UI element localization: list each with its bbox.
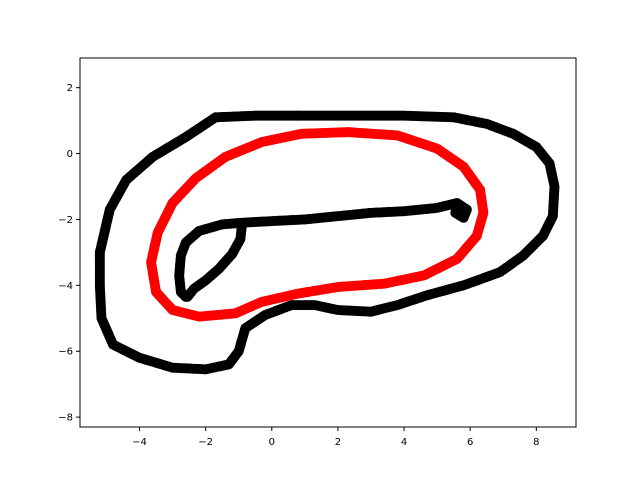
series-3 (146, 127, 489, 322)
x-tick-label: −4 (132, 437, 147, 448)
x-tick-label: 8 (533, 437, 539, 448)
x-tick-label: 4 (401, 437, 407, 448)
series-0 (94, 110, 560, 375)
y-tick-label: −6 (58, 347, 73, 358)
data-point (342, 127, 353, 138)
x-tick-label: 2 (335, 437, 341, 448)
axes-frame (79, 57, 577, 428)
y-tick-label: 0 (67, 149, 73, 160)
series-layer (94, 110, 560, 375)
data-point (293, 110, 304, 121)
y-tick-label: −4 (58, 281, 73, 292)
data-point (182, 291, 193, 302)
series-2 (182, 219, 248, 302)
y-axis: 2 0 −2 −4 −6 −8 (58, 83, 80, 424)
y-tick-label: 2 (67, 83, 73, 94)
data-point (451, 199, 462, 210)
y-tick-label: −2 (58, 215, 73, 226)
series-1 (174, 197, 472, 302)
x-tick-label: 0 (269, 437, 275, 448)
x-tick-label: −2 (198, 437, 213, 448)
x-axis: −4 −2 0 2 4 6 8 (132, 427, 540, 448)
x-tick-label: 6 (467, 437, 473, 448)
y-tick-label: −8 (58, 413, 73, 424)
